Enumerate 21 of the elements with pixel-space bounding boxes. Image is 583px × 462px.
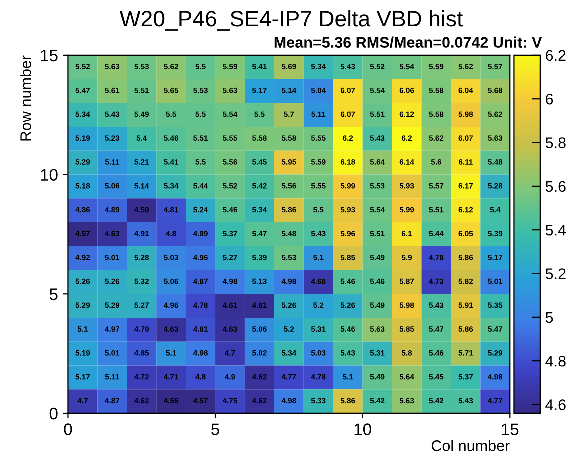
x-tick-label: 5 — [212, 424, 220, 436]
x-tick-label: 10 — [354, 424, 372, 436]
color-bar-label: 6 — [546, 94, 554, 105]
y-tick-label: 10 — [41, 169, 58, 181]
y-tick-label: 15 — [41, 50, 58, 62]
color-bar-label: 5.4 — [546, 225, 566, 236]
x-tick-label: 0 — [64, 424, 72, 436]
color-bar-label: 5.2 — [546, 268, 566, 280]
color-bar-label: 5 — [546, 312, 554, 324]
x-tick-label: 15 — [502, 424, 519, 436]
color-bar-label: 6.2 — [546, 50, 566, 62]
color-bar-label: 4.8 — [546, 356, 566, 367]
color-bar-label: 5.8 — [546, 138, 566, 148]
y-axis-title: Row number — [20, 56, 32, 141]
color-bar-label: 4.6 — [546, 400, 566, 410]
chart-title: W20_P46_SE4-IP7 Delta VBD hist — [120, 10, 464, 31]
text: Mean=5.36 RMS/Mean=0.0742 Unit: V — [274, 36, 542, 48]
y-tick-label: 5 — [50, 288, 58, 300]
y-tick-label: 0 — [50, 408, 58, 420]
color-bar-label: 5.6 — [546, 181, 566, 192]
x-axis-title: Col number — [432, 440, 510, 452]
